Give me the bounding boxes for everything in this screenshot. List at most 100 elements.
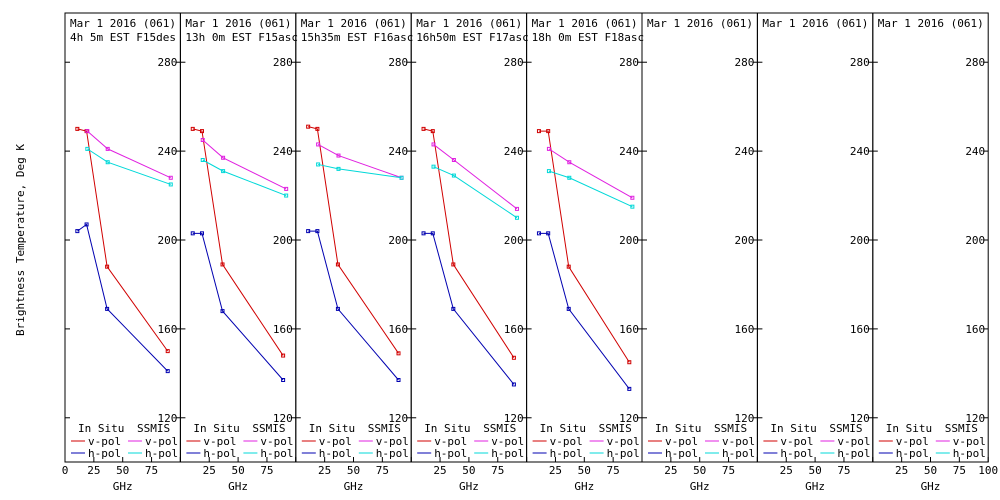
legend-label-ssmis_h: h-pol	[145, 447, 178, 460]
legend-label-ssmis_h: h-pol	[837, 447, 870, 460]
data-point-ssmis_h	[399, 175, 404, 180]
data-point-ssmis_h	[105, 160, 110, 165]
series-line-insitu_v	[308, 126, 399, 354]
panel-title-date: Mar 1 2016 (061)	[185, 17, 291, 30]
data-point-insitu_h	[165, 369, 170, 374]
y-tick-label: 240	[965, 145, 985, 158]
legend-label-ssmis_h: h-pol	[376, 447, 409, 460]
y-tick-label: 240	[388, 145, 408, 158]
legend-label-ssmis_v: v-pol	[607, 435, 640, 448]
data-point-insitu_v	[335, 262, 340, 267]
y-tick-label: 120	[273, 412, 293, 425]
x-tick-label: 50	[116, 464, 129, 477]
data-point-insitu_v	[315, 126, 320, 131]
x-tick-label: 50	[808, 464, 821, 477]
data-point-insitu_h	[306, 229, 311, 234]
series-line-ssmis_h	[202, 159, 287, 197]
panel-title-date: Mar 1 2016 (061)	[762, 17, 868, 30]
y-tick-label: 120	[619, 412, 639, 425]
legend-label-insitu_h: h-pol	[88, 447, 121, 460]
data-point-ssmis_v	[284, 186, 289, 191]
y-tick-label: 240	[850, 145, 870, 158]
data-point-insitu_v	[199, 129, 204, 134]
legend-label-ssmis_v: v-pol	[260, 435, 293, 448]
data-point-insitu_h	[84, 222, 89, 227]
data-point-insitu_v	[75, 126, 80, 131]
panel-group: Mar 1 2016 (061)4h 5m EST F15des12016020…	[62, 12, 998, 493]
x-tick-label: 75	[607, 464, 620, 477]
data-point-ssmis_h	[284, 193, 289, 198]
series-line-insitu_v	[192, 128, 284, 356]
x-tick-label: 50	[462, 464, 475, 477]
legend-label-ssmis_v: v-pol	[145, 435, 178, 448]
y-tick-label: 120	[850, 412, 870, 425]
y-tick-label: 200	[619, 234, 639, 247]
x-tick-label: 0	[62, 464, 69, 477]
series-line-insitu_v	[538, 130, 630, 363]
data-point-ssmis_v	[514, 206, 519, 211]
x-tick-label: 50	[924, 464, 937, 477]
series-line-ssmis_v	[87, 130, 171, 179]
panel: Mar 1 2016 (061) 120 160 200 240 280 25 50 75 100…	[872, 12, 998, 493]
y-tick-label: 200	[504, 234, 524, 247]
x-tick-label: 100	[978, 464, 998, 477]
x-axis-label: GHz	[805, 480, 825, 493]
data-point-ssmis_h	[451, 173, 456, 178]
legend-label-ssmis_h: h-pol	[260, 447, 293, 460]
panel-title-date: Mar 1 2016 (061)	[647, 17, 753, 30]
series-line-insitu_h	[192, 232, 284, 381]
y-tick-label: 280	[388, 56, 408, 69]
y-tick-label: 280	[158, 56, 178, 69]
data-point-insitu_v	[451, 262, 456, 267]
data-point-ssmis_h	[546, 169, 551, 174]
data-point-ssmis_h	[200, 158, 205, 162]
data-point-ssmis_v	[567, 160, 572, 165]
legend-label-insitu_h: h-pol	[780, 447, 813, 460]
data-point-insitu_h	[199, 231, 204, 236]
y-tick-label: 200	[388, 234, 408, 247]
data-point-ssmis_v	[200, 138, 205, 142]
data-point-insitu_v	[430, 129, 435, 134]
legend-in-situ-header: In Situ	[886, 422, 932, 435]
series-line-insitu_h	[308, 230, 399, 381]
data-point-insitu_h	[396, 378, 401, 382]
data-point-insitu_h	[451, 306, 456, 311]
panel: Mar 1 2016 (061) 120 160 200 240 280 25 50 75 GHz…	[756, 12, 874, 493]
series-line-ssmis_v	[317, 144, 402, 179]
x-tick-label: 50	[578, 464, 591, 477]
panel: Mar 1 2016 (061) 120 160 200 240 280 25 50 75 GHz…	[641, 12, 758, 493]
panel-title-time: 13h 0m EST F15asc	[185, 31, 298, 44]
legend-ssmis-header: SSMIS	[714, 422, 747, 435]
panel: Mar 1 2016 (061)4h 5m EST F15des 120 160 20…	[62, 12, 181, 493]
data-point-ssmis_v	[431, 142, 436, 147]
series-line-insitu_h	[423, 232, 515, 385]
data-point-ssmis_v	[451, 158, 456, 162]
data-point-insitu_v	[421, 126, 426, 131]
data-point-ssmis_v	[221, 155, 226, 160]
legend-label-insitu_v: v-pol	[780, 435, 813, 448]
y-tick-label: 280	[965, 56, 985, 69]
data-point-insitu_h	[75, 229, 80, 234]
legend-label-insitu_h: h-pol	[896, 447, 929, 460]
data-point-ssmis_h	[431, 164, 436, 169]
x-tick-label: 25	[318, 464, 331, 477]
x-tick-label: 25	[549, 464, 562, 477]
series-line-ssmis_h	[548, 170, 633, 208]
data-point-insitu_v	[546, 129, 551, 134]
y-tick-label: 160	[965, 323, 985, 336]
legend-label-insitu_v: v-pol	[665, 435, 698, 448]
panel-title-date: Mar 1 2016 (061)	[878, 17, 984, 30]
data-point-insitu_v	[536, 129, 541, 134]
y-tick-label: 120	[504, 412, 524, 425]
legend-label-ssmis_v: v-pol	[376, 435, 409, 448]
legend-in-situ-header: In Situ	[540, 422, 586, 435]
legend-in-situ-header: In Situ	[309, 422, 355, 435]
legend-label-insitu_h: h-pol	[203, 447, 236, 460]
y-tick-label: 240	[504, 145, 524, 158]
x-tick-label: 25	[895, 464, 908, 477]
legend-label-insitu_v: v-pol	[434, 435, 467, 448]
legend-in-situ-header: In Situ	[193, 422, 239, 435]
y-tick-label: 120	[388, 412, 408, 425]
y-tick-label: 120	[735, 412, 755, 425]
